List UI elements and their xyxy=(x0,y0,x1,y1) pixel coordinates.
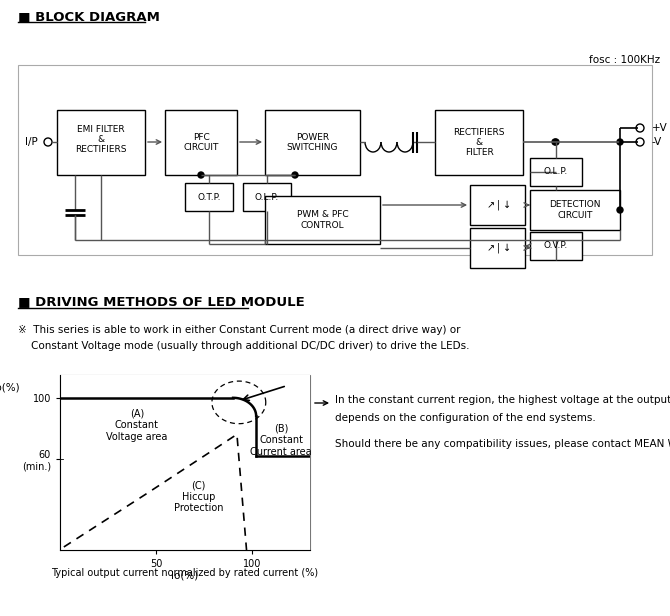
Text: POWER
SWITCHING: POWER SWITCHING xyxy=(287,133,338,152)
Bar xyxy=(60,375,310,550)
Circle shape xyxy=(617,139,623,145)
Text: (B)
Constant
Current area: (B) Constant Current area xyxy=(251,424,312,457)
Circle shape xyxy=(617,207,623,213)
Bar xyxy=(243,183,291,211)
Bar xyxy=(435,110,523,175)
Text: depends on the configuration of the end systems.: depends on the configuration of the end … xyxy=(335,413,596,423)
Text: Should there be any compatibility issues, please contact MEAN WELL.: Should there be any compatibility issues… xyxy=(335,439,670,449)
Text: fosc : 100KHz: fosc : 100KHz xyxy=(589,55,660,65)
Text: Typical output current normalized by rated current (%): Typical output current normalized by rat… xyxy=(52,568,318,578)
Text: PWM & PFC
CONTROL: PWM & PFC CONTROL xyxy=(297,210,348,230)
Text: O.L.P.: O.L.P. xyxy=(255,192,279,201)
Bar xyxy=(18,65,652,255)
Text: I/P: I/P xyxy=(25,137,38,147)
Text: ※  This series is able to work in either Constant Current mode (a direct drive w: ※ This series is able to work in either … xyxy=(18,325,460,335)
Bar xyxy=(265,196,380,244)
Text: -V: -V xyxy=(652,137,662,147)
Bar xyxy=(185,183,233,211)
Text: O.T.P.: O.T.P. xyxy=(197,192,220,201)
Bar xyxy=(530,232,582,260)
Bar xyxy=(57,110,145,175)
Text: $\nearrow|\downarrow$: $\nearrow|\downarrow$ xyxy=(485,241,510,255)
Text: $\nearrow|\downarrow$: $\nearrow|\downarrow$ xyxy=(485,198,510,212)
Bar xyxy=(470,185,525,225)
Text: (A)
Constant
Voltage area: (A) Constant Voltage area xyxy=(107,408,168,442)
Circle shape xyxy=(292,172,298,178)
Y-axis label: Vo(%): Vo(%) xyxy=(0,383,20,392)
Text: ■ BLOCK DIAGRAM: ■ BLOCK DIAGRAM xyxy=(18,10,160,23)
Text: RECTIFIERS
&
FILTER: RECTIFIERS & FILTER xyxy=(453,128,505,158)
Text: ■ DRIVING METHODS OF LED MODULE: ■ DRIVING METHODS OF LED MODULE xyxy=(18,295,305,308)
Text: PFC
CIRCUIT: PFC CIRCUIT xyxy=(184,133,218,152)
Text: O.L.P.: O.L.P. xyxy=(544,168,568,177)
Bar xyxy=(265,110,360,175)
Text: In the constant current region, the highest voltage at the output of the driver: In the constant current region, the high… xyxy=(335,395,670,405)
Text: DETECTION
CIRCUIT: DETECTION CIRCUIT xyxy=(549,200,601,220)
X-axis label: Io(%): Io(%) xyxy=(172,570,198,580)
Circle shape xyxy=(198,172,204,178)
Text: (C)
Hiccup
Protection: (C) Hiccup Protection xyxy=(174,480,223,513)
Circle shape xyxy=(552,139,558,145)
Bar xyxy=(470,228,525,268)
Text: EMI FILTER
&
RECTIFIERS: EMI FILTER & RECTIFIERS xyxy=(75,124,127,155)
Text: Constant Voltage mode (usually through additional DC/DC driver) to drive the LED: Constant Voltage mode (usually through a… xyxy=(18,341,470,351)
Text: O.V.P.: O.V.P. xyxy=(544,241,568,251)
Bar xyxy=(530,190,620,230)
Bar xyxy=(165,110,237,175)
Bar xyxy=(530,158,582,186)
Text: +V: +V xyxy=(652,123,668,133)
Circle shape xyxy=(553,139,559,145)
